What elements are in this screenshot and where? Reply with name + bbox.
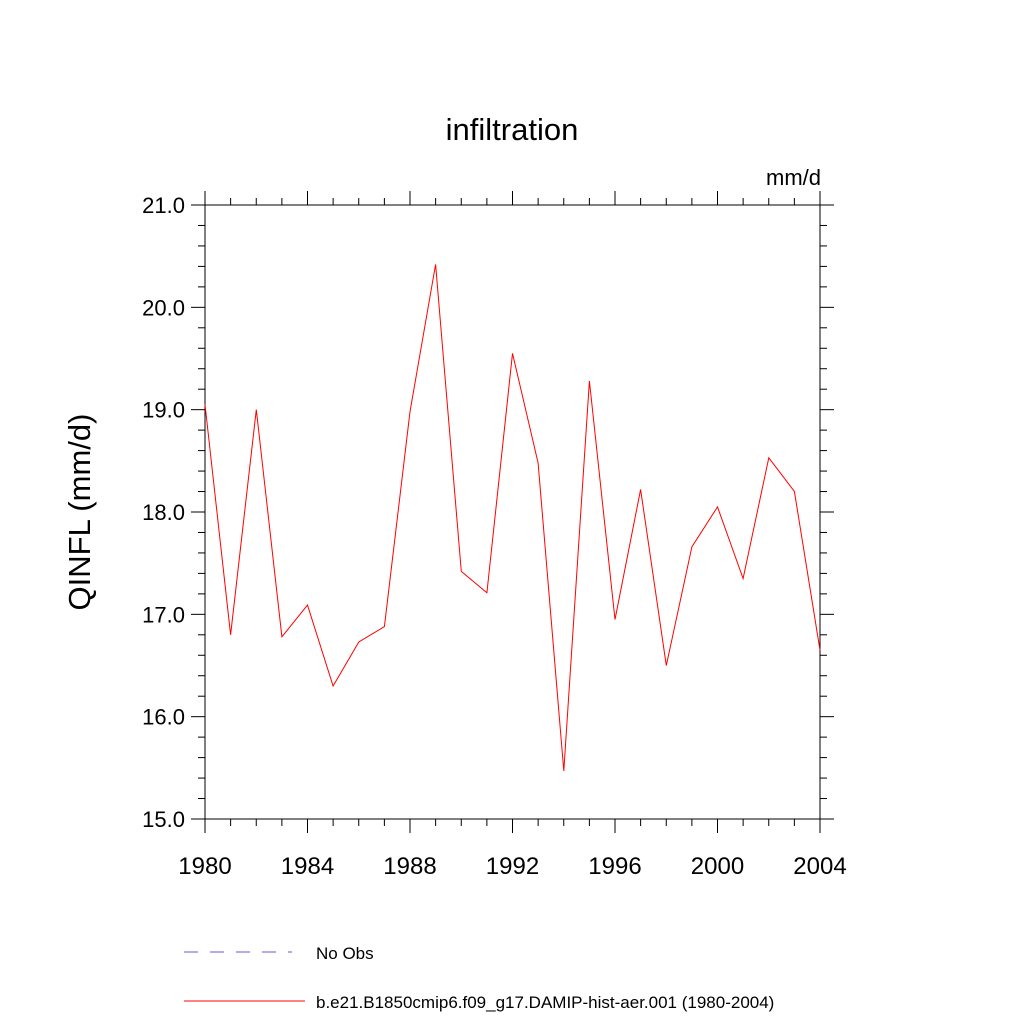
x-tick-label: 1988: [383, 853, 436, 880]
y-tick-label: 16.0: [142, 705, 185, 730]
x-tick-label: 1984: [281, 853, 334, 880]
series-line: [204, 264, 821, 771]
y-tick-label: 18.0: [142, 500, 185, 525]
plot-border: [204, 204, 821, 820]
y-tick-label: 21.0: [142, 193, 185, 218]
series-layer: [204, 264, 821, 771]
units-label: mm/d: [766, 165, 821, 190]
y-tick-label: 20.0: [142, 295, 185, 320]
y-axis-ticks: 15.0 16.0 17.0 18.0 19.0 20.0 21.0: [142, 193, 834, 832]
legend-item: No Obs: [184, 944, 374, 963]
x-axis-ticks: 1980 1984 1988 1992 1996 2000 2004: [178, 191, 847, 880]
chart-title: infiltration: [446, 112, 579, 147]
y-tick-label: 19.0: [142, 398, 185, 423]
legend-item: b.e21.B1850cmip6.f09_g17.DAMIP-hist-aer.…: [184, 993, 774, 1012]
x-tick-label: 2004: [793, 853, 846, 880]
y-axis-label: QINFL (mm/d): [62, 414, 97, 611]
x-tick-label: 2000: [691, 853, 744, 880]
legend-label: No Obs: [316, 944, 374, 963]
x-tick-label: 1996: [588, 853, 641, 880]
legend-label: b.e21.B1850cmip6.f09_g17.DAMIP-hist-aer.…: [316, 993, 774, 1012]
x-tick-label: 1980: [178, 853, 231, 880]
legend: No Obs b.e21.B1850cmip6.f09_g17.DAMIP-his…: [184, 944, 774, 1012]
x-tick-label: 1992: [486, 853, 539, 880]
y-tick-label: 17.0: [142, 602, 185, 627]
plot-frame: [204, 204, 821, 820]
y-tick-label: 15.0: [142, 807, 185, 832]
